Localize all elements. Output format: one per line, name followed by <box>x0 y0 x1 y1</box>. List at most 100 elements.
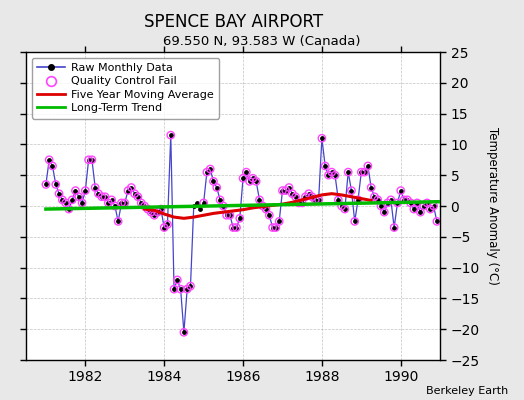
Point <box>354 197 362 203</box>
Point <box>242 169 250 175</box>
Point <box>64 206 73 212</box>
Point <box>407 200 415 206</box>
Point <box>121 200 129 206</box>
Point <box>390 224 398 231</box>
Point <box>167 132 175 138</box>
Point <box>51 181 60 188</box>
Point <box>130 190 139 197</box>
Point <box>337 203 346 209</box>
Point <box>190 203 198 209</box>
Point <box>288 190 297 197</box>
Point <box>304 190 313 197</box>
Point <box>74 194 83 200</box>
Point <box>361 169 369 175</box>
Point <box>416 209 424 215</box>
Point <box>104 200 113 206</box>
Point <box>367 184 375 191</box>
Point <box>281 187 290 194</box>
Point <box>357 169 366 175</box>
Point <box>163 221 172 228</box>
Point <box>377 203 385 209</box>
Point <box>121 200 129 206</box>
Point <box>91 184 100 191</box>
Point <box>180 329 188 336</box>
Point <box>413 200 421 206</box>
Point <box>42 181 50 188</box>
Point <box>127 184 136 191</box>
Point <box>331 172 339 178</box>
Point <box>58 197 67 203</box>
Point <box>403 197 411 203</box>
Point <box>407 200 415 206</box>
Point <box>97 194 106 200</box>
Point <box>111 203 119 209</box>
Point <box>403 197 411 203</box>
Point <box>140 203 149 209</box>
Point <box>298 200 307 206</box>
Point <box>380 209 388 215</box>
Point <box>275 218 283 225</box>
Point <box>163 221 172 228</box>
Point <box>216 197 224 203</box>
Point <box>177 286 185 292</box>
Point <box>308 194 316 200</box>
Title: SPENCE BAY AIRPORT: SPENCE BAY AIRPORT <box>144 13 323 31</box>
Point <box>304 190 313 197</box>
Point <box>107 197 116 203</box>
Point <box>318 135 326 142</box>
Point <box>249 175 257 182</box>
Point <box>154 209 162 215</box>
Point <box>114 218 123 225</box>
Point <box>423 200 431 206</box>
Point <box>134 194 142 200</box>
Point <box>45 156 53 163</box>
Point <box>137 200 145 206</box>
Point <box>367 184 375 191</box>
Point <box>101 194 109 200</box>
Point <box>177 286 185 292</box>
Point <box>222 212 231 218</box>
Point <box>420 203 428 209</box>
Point <box>334 197 343 203</box>
Point <box>55 190 63 197</box>
Point <box>426 206 434 212</box>
Point <box>229 224 237 231</box>
Point <box>209 178 217 184</box>
Point <box>144 206 152 212</box>
Point <box>318 135 326 142</box>
Point <box>222 212 231 218</box>
Point <box>433 218 441 225</box>
Point <box>64 206 73 212</box>
Point <box>51 181 60 188</box>
Point <box>344 169 352 175</box>
Point <box>170 286 178 292</box>
Point <box>429 203 438 209</box>
Point <box>341 206 349 212</box>
Point <box>200 200 208 206</box>
Point <box>397 187 405 194</box>
Point <box>239 175 247 182</box>
Point <box>328 169 336 175</box>
Point <box>374 197 382 203</box>
Point <box>249 175 257 182</box>
Point <box>170 286 178 292</box>
Point <box>337 203 346 209</box>
Point <box>255 197 264 203</box>
Point <box>384 200 392 206</box>
Point <box>351 218 359 225</box>
Point <box>252 178 260 184</box>
Point <box>58 197 67 203</box>
Point <box>354 197 362 203</box>
Point <box>203 169 211 175</box>
Point <box>423 200 431 206</box>
Point <box>311 197 320 203</box>
Point <box>226 212 234 218</box>
Point <box>147 209 155 215</box>
Point <box>78 200 86 206</box>
Point <box>275 218 283 225</box>
Point <box>173 277 181 283</box>
Point <box>140 203 149 209</box>
Point <box>219 203 227 209</box>
Point <box>308 194 316 200</box>
Point <box>262 206 270 212</box>
